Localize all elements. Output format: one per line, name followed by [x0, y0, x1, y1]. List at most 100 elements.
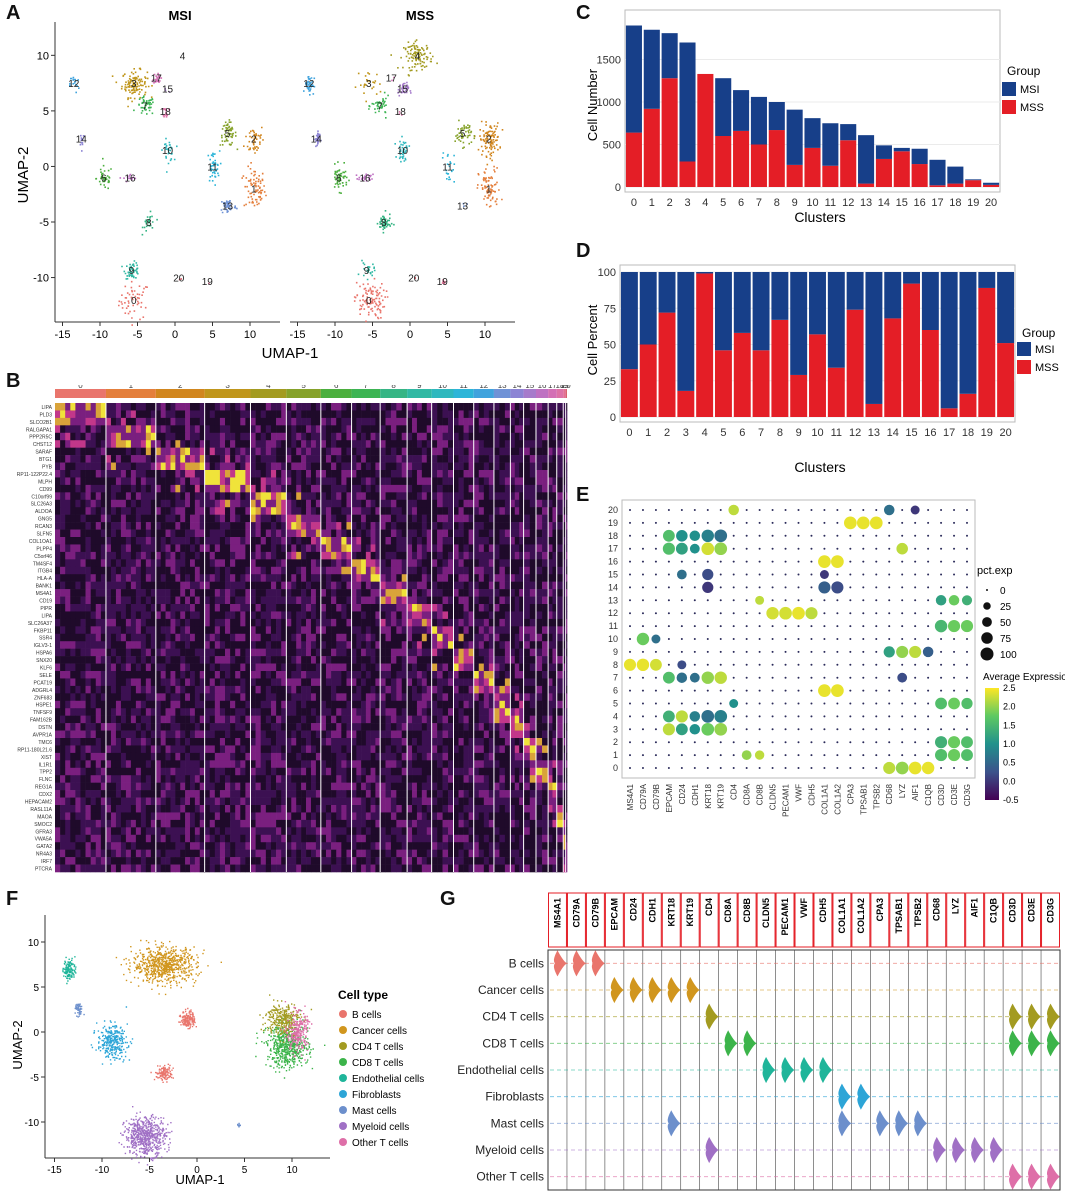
heatmap-cell: [100, 618, 107, 627]
heatmap-cell: [341, 514, 347, 523]
heatmap-cell: [155, 671, 162, 679]
heatmap-cell: [542, 455, 549, 463]
heatmap-cell: [331, 447, 337, 456]
heatmap-cell: [194, 477, 201, 486]
heatmap-cell: [365, 581, 371, 590]
heatmap-cell: [286, 611, 292, 620]
heatmap-cell: [120, 678, 127, 687]
heatmap-cell: [385, 633, 392, 642]
heatmap-cell: [565, 648, 568, 657]
heatmap-cell: [514, 656, 520, 664]
heatmap-cell: [370, 671, 376, 679]
heatmap-cluster-bar-15: [523, 389, 536, 398]
heatmap-cell: [90, 700, 97, 709]
heatmap-cell: [320, 656, 327, 664]
heatmap-cell: [519, 723, 524, 731]
heatmap-cell: [286, 551, 292, 560]
heatmap-cell: [523, 596, 531, 605]
heatmap-cell: [488, 641, 495, 649]
heatmap-cell: [473, 626, 480, 635]
heatmap-cell: [361, 618, 367, 627]
heatmap-cell: [437, 507, 443, 515]
heatmap-cell: [199, 671, 205, 679]
heatmap-cell: [556, 455, 564, 463]
heatmap-cell: [523, 551, 531, 560]
heatmap-cell: [523, 626, 531, 635]
heatmap-cell: [421, 522, 428, 530]
heatmap-cell: [478, 656, 485, 664]
heatmap-cell: [535, 596, 543, 605]
heatmap-cell: [504, 537, 511, 545]
heatmap-cell: [130, 611, 137, 620]
heatmap-cell: [315, 484, 322, 493]
heatmap-cell: [199, 417, 205, 426]
heatmap-cell: [437, 730, 443, 739]
heatmap-cell: [90, 462, 97, 471]
heatmap-cell: [60, 700, 66, 709]
heatmap-cell: [458, 551, 464, 560]
heatmap-cell: [214, 663, 221, 672]
heatmap-cell: [291, 685, 297, 694]
heatmap-cell: [416, 462, 423, 471]
heatmap-cell: [140, 574, 147, 582]
heatmap-cell: [351, 432, 357, 441]
heatmap-cell: [356, 507, 362, 515]
heatmap-cell: [548, 589, 553, 597]
heatmap-cell: [245, 685, 251, 694]
heatmap-cell: [85, 723, 91, 731]
heatmap-cell: [468, 648, 475, 657]
heatmap-cell: [478, 566, 485, 575]
heatmap-cell: [270, 522, 277, 530]
heatmap-cell: [291, 544, 297, 553]
heatmap-cell: [478, 626, 485, 635]
heatmap-cell: [250, 499, 256, 508]
heatmap-cell: [510, 417, 516, 426]
heatmap-cell: [110, 477, 117, 486]
heatmap-cell: [270, 574, 277, 582]
heatmap-cell: [255, 715, 262, 724]
heatmap-cell: [80, 663, 86, 672]
heatmap-cell: [265, 626, 272, 635]
heatmap-cell: [214, 507, 221, 515]
heatmap-cell: [510, 432, 516, 441]
heatmap-cell: [160, 596, 166, 605]
heatmap-cell: [375, 432, 381, 441]
heatmap-cell: [165, 470, 171, 478]
heatmap-cell: [115, 738, 122, 746]
heatmap-cell: [276, 499, 282, 508]
heatmap-cell: [140, 745, 147, 754]
heatmap-cell: [255, 693, 262, 702]
heatmap-cell: [390, 425, 397, 434]
heatmap-cell: [320, 663, 327, 672]
heatmap-cell: [542, 403, 549, 411]
heatmap-cell: [325, 596, 332, 605]
heatmap-cell: [235, 618, 241, 627]
heatmap-cell: [310, 738, 317, 746]
heatmap-cell: [60, 656, 66, 664]
heatmap-cell: [483, 462, 490, 471]
heatmap-cell: [473, 618, 480, 627]
heatmap-cell: [214, 678, 221, 687]
heatmap-cell: [75, 462, 81, 471]
heatmap-cell: [370, 566, 376, 575]
heatmap-cell: [468, 685, 475, 694]
heatmap-cell: [125, 730, 132, 739]
heatmap-cell: [426, 447, 432, 456]
heatmap-cell: [235, 715, 241, 724]
heatmap-cell: [245, 641, 251, 649]
heatmap-cell: [556, 544, 564, 553]
heatmap-cell: [325, 462, 332, 471]
heatmap-cell: [180, 507, 186, 515]
heatmap-cell: [483, 574, 490, 582]
heatmap-cell: [453, 403, 459, 411]
heatmap-cell: [514, 693, 520, 702]
heatmap-cell: [165, 596, 171, 605]
heatmap-cell: [504, 671, 511, 679]
heatmap-cell: [175, 626, 181, 635]
heatmap-cell: [310, 425, 317, 434]
heatmap-cluster-label-10: 10: [438, 385, 447, 390]
heatmap-cell: [219, 410, 226, 419]
heatmap-cell: [315, 618, 322, 627]
heatmap-cell: [370, 410, 376, 419]
heatmap-cell: [185, 410, 191, 419]
